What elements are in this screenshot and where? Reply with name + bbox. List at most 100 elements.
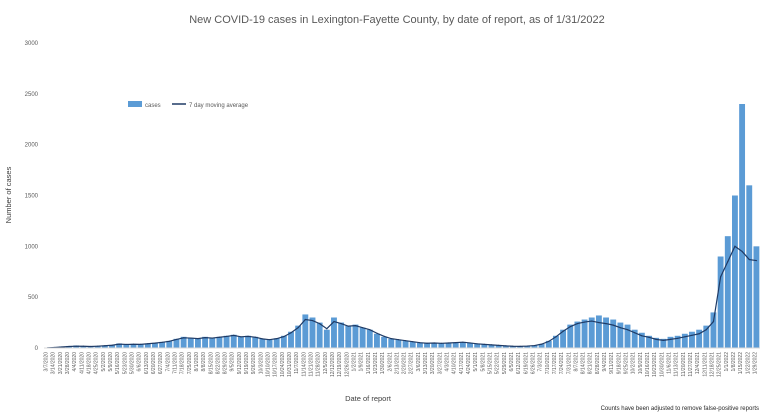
moving-average-point-13: [140, 343, 142, 345]
x-tick-label-91: 12/4/2021: [695, 352, 701, 374]
x-tick-label-59: 4/24/2021: [466, 352, 472, 374]
bar-5: [80, 345, 87, 348]
bar-93: [710, 312, 717, 348]
x-tick-label-60: 5/1/2021: [473, 352, 479, 372]
moving-average-point-68: [533, 344, 536, 347]
bar-38: [316, 322, 323, 348]
x-tick-label-86: 10/30/2021: [659, 352, 665, 377]
x-tick-label-76: 8/21/2021: [588, 352, 594, 374]
x-tick-label-56: 4/3/2021: [445, 352, 451, 372]
y-axis-ticks: 0 500 1000 1500 2000 2500 3000: [25, 41, 39, 352]
moving-average-point-10: [118, 343, 120, 345]
moving-average-point-78: [605, 323, 607, 325]
x-tick-label-90: 11/27/2021: [688, 352, 694, 377]
moving-average-point-91: [698, 333, 700, 335]
bar-22: [202, 336, 209, 348]
legend-label-cases: cases: [145, 103, 161, 109]
bar-12: [130, 343, 137, 348]
x-tick-label-43: 1/2/2021: [351, 352, 357, 372]
bar-85: [653, 337, 660, 348]
legend-label-average: 7 day moving average: [189, 103, 249, 109]
x-tick-label-14: 6/13/2020: [144, 352, 150, 374]
bar-95: [724, 236, 731, 348]
moving-average-point-47: [383, 335, 385, 337]
x-tick-label-55: 3/27/2021: [437, 352, 443, 374]
moving-average-point-31: [268, 339, 271, 341]
moving-average-point-44: [362, 327, 364, 329]
x-tick-label-96: 1/8/2022: [731, 352, 737, 372]
bar-32: [273, 338, 280, 348]
bar-series: [44, 104, 760, 348]
bar-59: [467, 342, 473, 348]
x-tick-label-50: 2/20/2021: [402, 352, 408, 374]
moving-average-series: [46, 245, 758, 349]
bar-47: [381, 336, 388, 348]
moving-average-point-76: [591, 320, 593, 322]
moving-average-point-3: [68, 345, 70, 348]
moving-average-point-15: [154, 342, 156, 344]
bar-89: [681, 333, 688, 348]
x-tick-label-12: 5/30/2020: [130, 352, 136, 374]
x-tick-label-95: 1/1/2022: [724, 352, 730, 372]
bar-98: [746, 185, 753, 348]
x-tick-label-75: 8/14/2021: [581, 352, 587, 374]
x-tick-label-58: 4/17/2021: [459, 352, 465, 374]
x-tick-label-35: 11/7/2020: [294, 352, 300, 374]
moving-average-point-74: [576, 323, 579, 325]
bar-34: [288, 331, 294, 348]
bar-94: [717, 256, 724, 348]
bar-67: [524, 345, 531, 348]
moving-average-point-34: [290, 332, 292, 334]
bar-8: [101, 345, 108, 348]
moving-average-point-90: [691, 334, 693, 336]
moving-average-point-84: [648, 336, 650, 338]
bar-36: [302, 314, 309, 348]
x-tick-label-6: 4/18/2020: [87, 352, 93, 374]
x-tick-label-30: 10/3/2020: [258, 352, 264, 374]
bar-11: [123, 344, 130, 348]
x-tick-label-66: 6/12/2021: [516, 352, 522, 374]
bar-20: [187, 337, 194, 348]
bar-30: [259, 338, 266, 348]
bar-83: [638, 332, 645, 348]
x-tick-label-83: 10/9/2021: [638, 352, 644, 374]
x-axis-ticks: 3/7/2020 3/14/2020 3/21/2020 3/28/2020 4/4/2…: [44, 352, 759, 377]
moving-average-point-60: [476, 343, 478, 345]
bar-75: [581, 319, 588, 348]
moving-average-line: [47, 245, 757, 349]
x-tick-label-46: 1/23/2021: [373, 352, 379, 374]
x-tick-label-88: 11/13/2021: [674, 352, 680, 377]
x-tick-label-89: 11/20/2021: [681, 352, 687, 377]
x-tick-label-3: 3/28/2020: [65, 352, 71, 374]
bar-72: [560, 329, 567, 348]
bar-79: [610, 319, 617, 348]
moving-average-point-67: [526, 345, 528, 347]
moving-average-point-12: [132, 343, 135, 345]
x-tick-label-18: 7/11/2020: [172, 352, 178, 374]
moving-average-point-4: [75, 345, 77, 347]
moving-average-point-93: [712, 320, 715, 323]
bar-64: [502, 345, 509, 348]
x-tick-label-11: 5/23/2020: [122, 352, 128, 374]
x-tick-label-34: 10/31/2020: [287, 352, 293, 377]
moving-average-point-37: [311, 319, 314, 322]
x-tick-label-82: 10/2/2021: [631, 352, 637, 374]
x-tick-label-33: 10/24/2020: [280, 352, 286, 377]
bar-57: [452, 342, 459, 348]
bar-40: [331, 317, 337, 348]
bar-18: [173, 338, 180, 348]
moving-average-point-96: [734, 245, 736, 247]
x-tick-label-73: 7/31/2021: [566, 352, 572, 374]
moving-average-point-59: [469, 342, 471, 344]
x-tick-label-78: 9/4/2021: [602, 352, 608, 372]
moving-average-point-41: [340, 323, 342, 325]
moving-average-point-62: [490, 344, 493, 346]
x-tick-label-41: 12/19/2020: [337, 352, 343, 377]
x-tick-label-1: 3/14/2020: [51, 352, 57, 374]
x-tick-label-70: 7/10/2021: [545, 352, 551, 374]
x-tick-label-67: 6/19/2021: [523, 352, 529, 374]
moving-average-point-85: [655, 338, 657, 340]
moving-average-point-83: [641, 335, 643, 337]
bar-92: [703, 325, 710, 348]
